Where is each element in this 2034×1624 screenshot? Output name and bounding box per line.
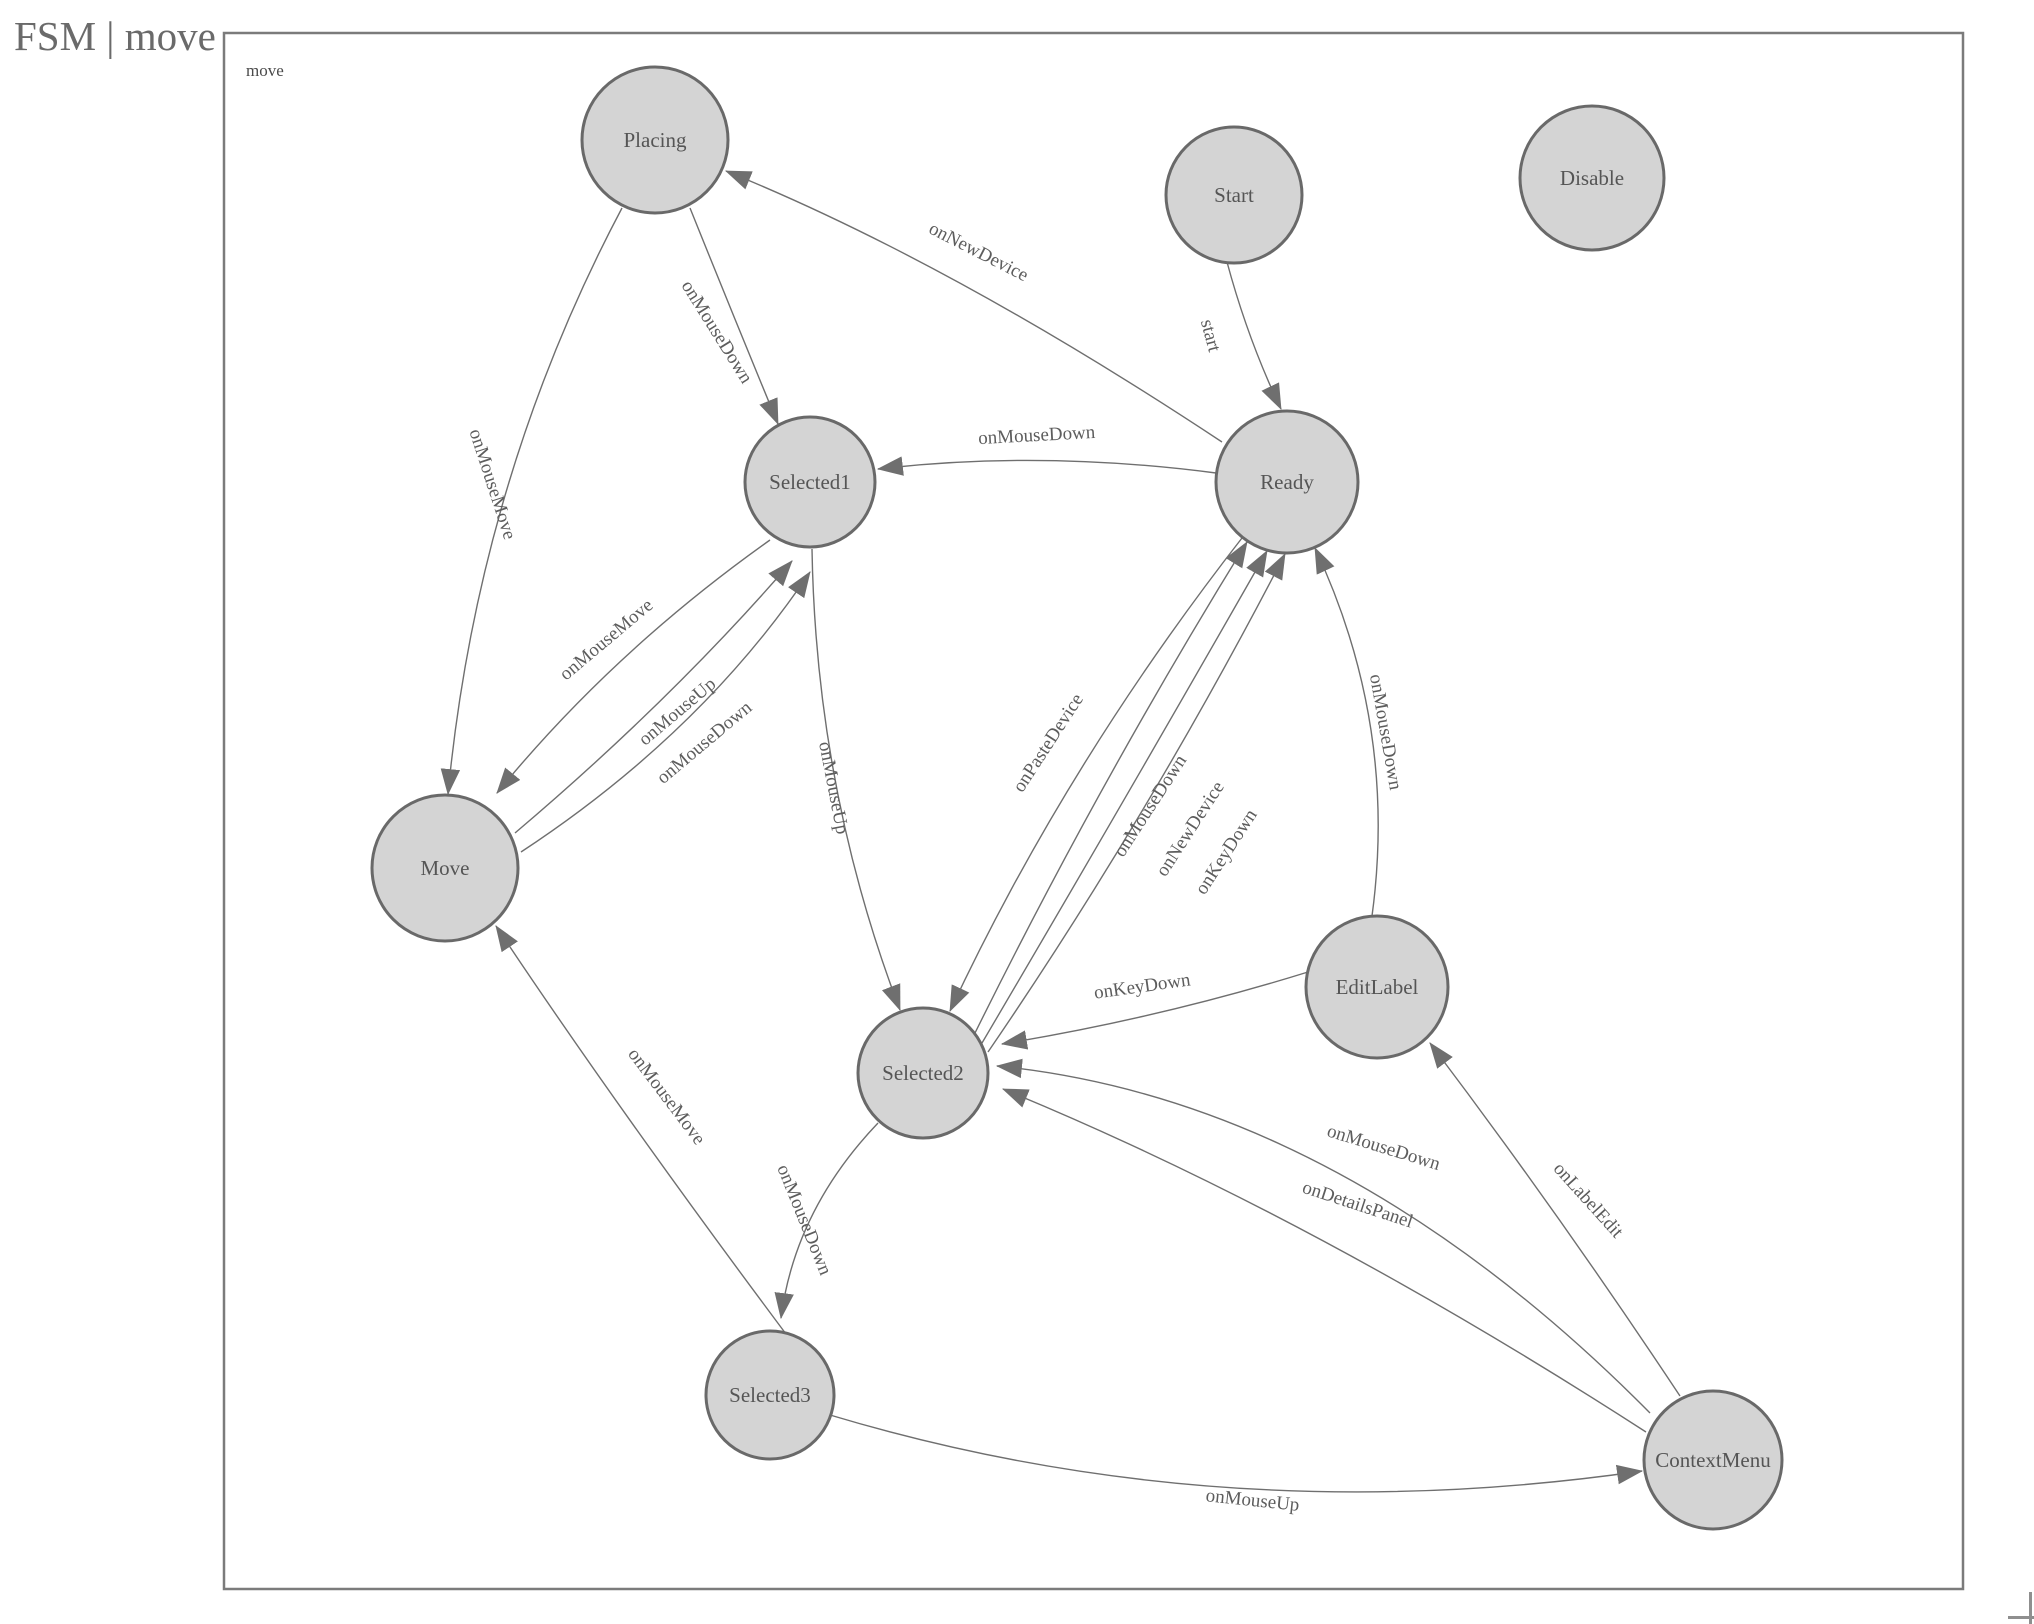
transition-edge-selected2-ready <box>981 550 1268 1044</box>
state-node-selected3[interactable]: Selected3 <box>704 1329 836 1461</box>
canvas-label: move <box>246 61 284 80</box>
transition-edge-editlabel-selected2 <box>1000 971 1309 1050</box>
edges-layer <box>440 170 1681 1493</box>
transition-edge-contextmenu-selected2 <box>1001 1088 1647 1433</box>
state-node-move[interactable]: Move <box>370 793 520 943</box>
transition-edge-ready-selected2 <box>949 537 1243 1012</box>
state-node-placing[interactable]: Placing <box>580 65 730 215</box>
transition-label: onMouseDown <box>978 422 1097 449</box>
transition-edge-start-ready <box>1226 261 1282 410</box>
state-label-move: Move <box>421 856 470 880</box>
nodes-layer: Placing Start Disable Ready Selected1 Move Sel… <box>370 65 1784 1531</box>
state-circle-start[interactable] <box>1164 125 1304 265</box>
transition-edge-ready-placing <box>724 170 1223 443</box>
state-node-contextmenu[interactable]: ContextMenu <box>1642 1389 1784 1531</box>
state-node-ready[interactable]: Ready <box>1214 409 1360 555</box>
resize-corner-icon[interactable] <box>2029 1592 2032 1624</box>
transition-edge-placing-move <box>440 207 623 796</box>
state-node-start[interactable]: Start <box>1164 125 1304 265</box>
transition-edge-contextmenu-selected2 <box>995 1058 1651 1414</box>
state-label-disable: Disable <box>1560 166 1624 190</box>
transition-label: onMouseDown <box>772 1162 836 1279</box>
transition-edge-ready-selected1 <box>876 456 1217 476</box>
state-circle-editlabel[interactable] <box>1304 914 1450 1060</box>
state-label-selected2: Selected2 <box>882 1061 964 1085</box>
state-circle-selected1[interactable] <box>743 415 877 549</box>
state-circle-contextmenu[interactable] <box>1642 1389 1784 1531</box>
transition-label: onMouseUp <box>1205 1485 1301 1516</box>
transition-edge-move-selected1 <box>514 560 793 834</box>
transition-edge-editlabel-ready <box>1314 547 1379 917</box>
diagram-border <box>222 31 1965 1591</box>
state-label-selected1: Selected1 <box>769 470 851 494</box>
state-circle-ready[interactable] <box>1214 409 1360 555</box>
transition-label: onNewDevice <box>925 218 1031 286</box>
transition-edge-contextmenu-editlabel <box>1429 1042 1681 1397</box>
transition-label: onMouseMove <box>556 595 658 685</box>
transition-edge-move-selected1 <box>520 571 811 853</box>
state-circle-move[interactable] <box>370 793 520 943</box>
state-label-contextmenu: ContextMenu <box>1655 1448 1771 1472</box>
page-title: FSM | move <box>14 13 216 59</box>
state-node-disable[interactable]: Disable <box>1518 104 1666 252</box>
transition-label: onKeyDown <box>1093 969 1193 1003</box>
state-node-selected2[interactable]: Selected2 <box>856 1006 990 1140</box>
state-circle-selected3[interactable] <box>704 1329 836 1461</box>
transition-edge-selected3-contextmenu <box>829 1414 1644 1493</box>
transition-label: onMouseMove <box>464 426 520 542</box>
transition-label: onMouseUp <box>814 740 853 836</box>
transition-edge-selected2-ready <box>974 541 1248 1034</box>
transition-label: start <box>1196 317 1225 355</box>
transition-edge-selected2-selected3 <box>774 1122 879 1320</box>
state-label-selected3: Selected3 <box>729 1383 811 1407</box>
edge-labels-layer: startonMouseDownonNewDeviceonMouseDownon… <box>464 218 1627 1516</box>
state-label-ready: Ready <box>1260 470 1314 494</box>
state-circle-disable[interactable] <box>1518 104 1666 252</box>
state-circle-placing[interactable] <box>580 65 730 215</box>
transition-label: onMouseMove <box>623 1044 709 1149</box>
transition-label: onLabelEdit <box>1549 1158 1628 1242</box>
transition-label: onMouseDown <box>1325 1121 1444 1175</box>
transition-label: onPasteDevice <box>1009 690 1088 796</box>
transition-edge-placing-selected1 <box>689 207 779 426</box>
transition-label: onMouseDown <box>677 277 757 388</box>
resize-corner-icon[interactable] <box>2008 1616 2034 1619</box>
transition-edge-selected2-ready <box>987 553 1286 1053</box>
transition-edge-selected1-move <box>496 539 771 794</box>
transition-label: onDetailsPanel <box>1300 1177 1416 1233</box>
state-label-placing: Placing <box>624 128 687 152</box>
transition-edge-selected3-move <box>495 925 787 1335</box>
state-node-editlabel[interactable]: EditLabel <box>1304 914 1450 1060</box>
state-circle-selected2[interactable] <box>856 1006 990 1140</box>
state-label-editlabel: EditLabel <box>1336 975 1419 999</box>
transition-edge-selected1-selected2 <box>811 548 901 1012</box>
state-node-selected1[interactable]: Selected1 <box>743 415 877 549</box>
state-label-start: Start <box>1214 183 1254 207</box>
